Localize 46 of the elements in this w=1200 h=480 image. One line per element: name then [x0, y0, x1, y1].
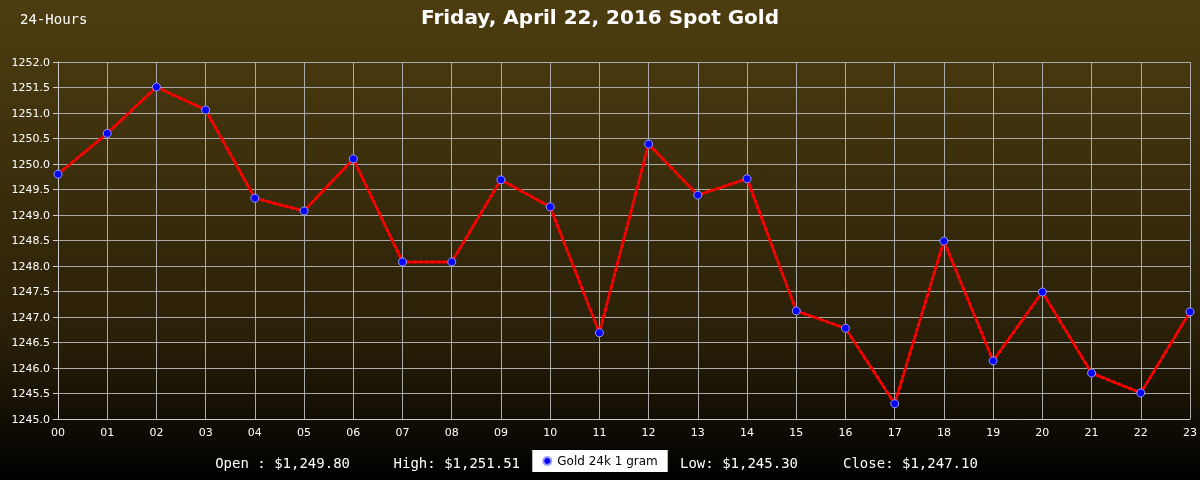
x-tick-label: 12 — [641, 426, 656, 439]
x-tick-label: 14 — [740, 426, 755, 439]
y-tick-label: 1249.5 — [11, 183, 50, 196]
x-tick-label: 06 — [346, 426, 361, 439]
text: High: $1,251.51 — [393, 455, 520, 471]
y-tick-label: 1252.0 — [11, 55, 50, 69]
y-tick-label: 1246.0 — [11, 361, 50, 375]
x-tick-label: 10 — [543, 426, 558, 439]
x-tick-label: 01 — [100, 426, 115, 439]
x-tick-label: 22 — [1133, 426, 1148, 439]
legend-label: Gold 24k 1 gram — [557, 454, 658, 468]
text: Open : $1,249.80 — [215, 455, 350, 471]
x-tick-label: 21 — [1084, 426, 1099, 439]
x-tick-label: 17 — [887, 426, 902, 439]
y-tick-label: 1248.5 — [11, 234, 50, 247]
text: Close: $1,247.10 — [843, 455, 978, 471]
y-tick-label: 1247.0 — [11, 310, 50, 324]
y-tick-label: 1249.0 — [11, 208, 50, 222]
x-tick-label: 23 — [1183, 426, 1197, 439]
y-tick-label: 1245.5 — [11, 387, 50, 400]
y-tick-label: 1250.0 — [11, 157, 50, 171]
y-tick-label: 1251.0 — [11, 106, 50, 120]
chart-title: Friday, April 22, 2016 Spot Gold — [420, 5, 780, 29]
x-tick-label: 05 — [297, 426, 312, 439]
y-tick-label: 1245.0 — [11, 412, 50, 426]
x-tick-label: 19 — [986, 426, 1001, 439]
x-tick-label: 18 — [936, 426, 951, 439]
y-tick-label: 1248.0 — [11, 259, 50, 273]
x-tick-label: 16 — [838, 426, 853, 439]
x-tick-label: 09 — [493, 426, 508, 439]
x-tick-label: 00 — [51, 426, 65, 439]
x-tick-label: 13 — [690, 426, 705, 439]
x-tick-label: 20 — [1035, 426, 1050, 439]
y-tick-label: 1251.5 — [11, 81, 50, 94]
x-tick-label: 11 — [592, 426, 607, 439]
x-tick-label: 02 — [149, 426, 164, 439]
x-tick-label: 07 — [395, 426, 410, 439]
x-tick-label: 03 — [198, 426, 213, 439]
x-tick-label: 04 — [247, 426, 262, 439]
x-tick-label: 15 — [789, 426, 804, 439]
y-tick-label: 1247.5 — [11, 285, 50, 298]
y-tick-label: 1246.5 — [11, 336, 50, 349]
y-tick-label: 1250.5 — [11, 132, 50, 145]
x-tick-label: 08 — [444, 426, 459, 439]
chart-subtitle: 24-Hours — [20, 11, 88, 27]
text: Low: $1,245.30 — [680, 455, 799, 471]
